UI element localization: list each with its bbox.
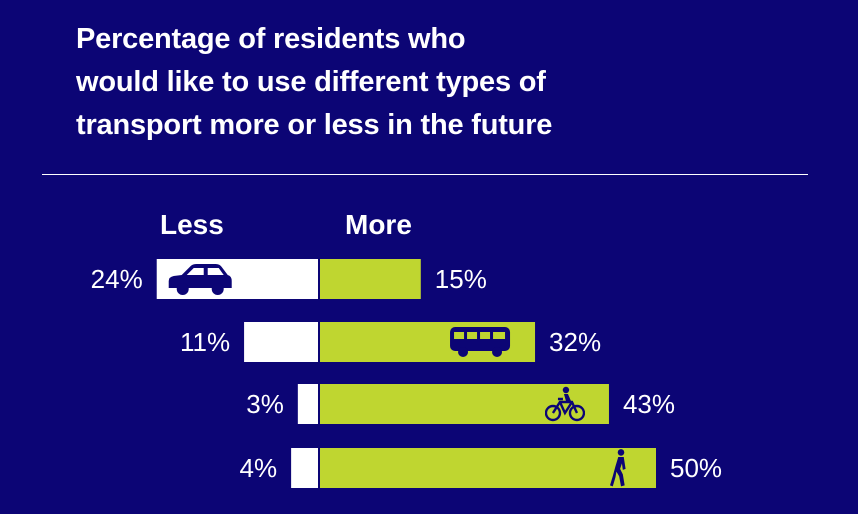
chart-title: Percentage of residents who would like t… xyxy=(76,18,676,147)
title-divider xyxy=(42,174,808,175)
chart-title-line-3: transport more or less in the future xyxy=(76,109,553,141)
less-value-label-car: 24% xyxy=(91,264,143,294)
more-bar-walking xyxy=(320,448,656,488)
chart-title-line-1: Percentage of residents who xyxy=(76,23,466,55)
less-bar-bus xyxy=(244,322,318,362)
less-value-label-bicycle: 3% xyxy=(246,389,284,419)
legend-label-less: Less xyxy=(160,209,224,240)
more-value-label-car: 15% xyxy=(435,264,487,294)
more-value-label-walking: 50% xyxy=(670,453,722,483)
more-value-label-bicycle: 43% xyxy=(623,389,675,419)
less-value-label-bus: 11% xyxy=(180,327,230,357)
more-bar-car xyxy=(320,259,421,299)
less-bar-walking xyxy=(291,448,318,488)
bars-group: 24% 15% 11% 32% 3% 43% 4% 50% xyxy=(91,259,722,488)
more-value-label-bus: 32% xyxy=(549,327,601,357)
chart-title-line-2: would like to use different types of xyxy=(76,66,546,98)
less-value-label-walking: 4% xyxy=(240,453,278,483)
less-bar-bicycle xyxy=(297,384,318,424)
legend-label-more: More xyxy=(345,209,412,240)
